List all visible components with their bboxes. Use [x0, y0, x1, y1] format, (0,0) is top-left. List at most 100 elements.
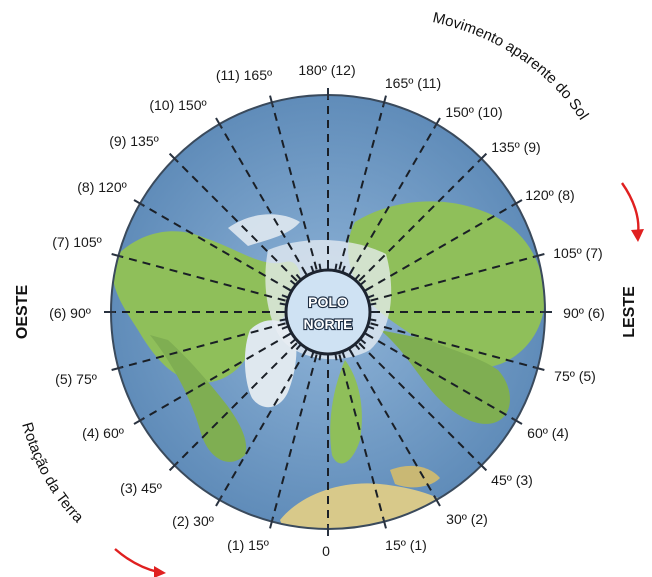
pole-tick [310, 351, 315, 359]
meridian-line [338, 354, 385, 520]
earth-rotation-arrow [114, 548, 166, 577]
pole-tick [302, 347, 308, 355]
sun-motion-arrow [621, 182, 644, 242]
rim-tick [215, 117, 223, 129]
pole-tick [367, 325, 375, 330]
pole-tick [279, 302, 287, 306]
rim-tick [133, 199, 145, 207]
pole-tick [289, 279, 297, 286]
rim-tick [168, 461, 179, 472]
rim-tick [382, 95, 387, 107]
angle-label: 135º (9) [491, 139, 540, 155]
pole-tick [281, 325, 289, 330]
pole-tick [359, 338, 367, 345]
angle-label-bottom: 0 [322, 543, 330, 559]
angle-label: 45º (3) [491, 472, 533, 488]
meridian-line [271, 104, 318, 270]
meridian-line [370, 322, 536, 369]
angle-label: (6) 90º [49, 305, 91, 321]
meridian-lines [113, 97, 543, 527]
rim-tick [168, 152, 179, 163]
angle-label: (4) 60º [82, 425, 124, 441]
pole-tick [354, 343, 361, 351]
rim-tick [382, 517, 387, 529]
meridian-line [365, 333, 515, 421]
rim-tick [215, 495, 223, 507]
meridian-line [219, 125, 307, 275]
pole-tick [367, 294, 375, 299]
angle-label: 165º (11) [385, 75, 441, 91]
angle-label: 150º (10) [445, 104, 502, 120]
rim-tick [511, 199, 523, 207]
pole-tick [334, 263, 338, 271]
angle-label: 15º (1) [385, 537, 427, 553]
angle-label: 30º (2) [446, 511, 488, 527]
pole-tick [369, 318, 377, 322]
angle-label: (7) 105º [52, 234, 101, 250]
pole-tick [310, 265, 315, 273]
earth-rotation-text: Rotação da Terra [18, 420, 87, 526]
angle-label: (3) 45º [120, 480, 162, 496]
meridian-line [175, 342, 298, 465]
pole-tick [279, 318, 287, 322]
angle-label: 60º (4) [527, 425, 569, 441]
meridian-line [358, 342, 481, 465]
pole-tick [285, 332, 293, 338]
meridian-line [219, 349, 307, 499]
pole-label-line2: NORTE [304, 316, 353, 332]
pole-tick [318, 263, 322, 271]
pole-tick [318, 353, 322, 361]
pole-tick [354, 273, 361, 281]
meridian-line [365, 203, 515, 291]
pole-tick [302, 269, 308, 277]
pole-tick [348, 347, 354, 355]
meridian-line [120, 255, 286, 302]
rim-tick [433, 117, 441, 129]
rim-ticks [104, 88, 552, 536]
rim-tick [533, 366, 545, 371]
pole-label-line1: POLO [308, 294, 348, 310]
pole-tick [341, 351, 346, 359]
meridian-line [349, 349, 437, 499]
angle-label-top: 180º (12) [298, 62, 355, 78]
meridian-line [358, 159, 481, 282]
pole-tick [295, 273, 302, 281]
rim-tick [477, 152, 488, 163]
meridian-line [175, 159, 298, 282]
angle-label: 105º (7) [553, 245, 602, 261]
rim-tick [111, 253, 123, 258]
angle-label: (1) 15º [227, 537, 269, 553]
rim-tick [477, 461, 488, 472]
rim-tick [269, 95, 274, 107]
pole-tick [281, 294, 289, 299]
angle-label: 75º (5) [554, 368, 596, 384]
angle-label: 120º (8) [525, 187, 574, 203]
pole-tick [289, 338, 297, 345]
angle-labels-left: (11) 165º (10) 150º (9) 135º (8) 120º (7… [49, 67, 272, 553]
west-label: OESTE [14, 285, 31, 340]
pole-tick [341, 265, 346, 273]
rim-tick [269, 517, 274, 529]
meridian-line [141, 203, 291, 291]
north-pole-disc: POLO NORTE [279, 263, 377, 361]
rim-tick [111, 366, 123, 371]
angle-label: (11) 165º [216, 67, 272, 83]
meridian-line [271, 354, 318, 520]
angle-label: (9) 135º [109, 133, 158, 149]
meridian-line [349, 125, 437, 275]
angle-labels-right: 165º (11) 150º (10) 135º (9) 120º (8) 10… [385, 75, 605, 553]
meridian-line [338, 104, 385, 270]
pole-tick [295, 343, 302, 351]
angle-label: (10) 150º [149, 97, 206, 113]
pole-tick [334, 353, 338, 361]
angle-label: 90º (6) [563, 305, 605, 321]
east-label: LESTE [621, 286, 638, 338]
angle-label: (5) 75º [55, 371, 97, 387]
rim-tick [133, 417, 145, 425]
meridian-line [370, 255, 536, 302]
pole-tick [369, 302, 377, 306]
angle-label: (2) 30º [172, 513, 214, 529]
pole-tick [359, 279, 367, 286]
pole-tick [363, 286, 371, 292]
